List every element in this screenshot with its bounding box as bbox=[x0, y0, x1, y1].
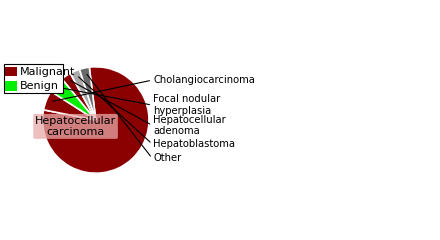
Wedge shape bbox=[44, 91, 96, 120]
Text: Benign: Benign bbox=[20, 81, 59, 91]
Wedge shape bbox=[43, 67, 149, 173]
Text: Hepatocellular
carcinoma: Hepatocellular carcinoma bbox=[35, 116, 116, 137]
Wedge shape bbox=[51, 79, 96, 120]
FancyBboxPatch shape bbox=[4, 64, 63, 93]
Text: Focal nodular
hyperplasia: Focal nodular hyperplasia bbox=[153, 94, 220, 116]
Text: Other: Other bbox=[153, 153, 181, 163]
Text: Cholangiocarcinoma: Cholangiocarcinoma bbox=[153, 75, 255, 85]
Wedge shape bbox=[70, 69, 96, 120]
Bar bbox=[5, 67, 17, 76]
Text: Hepatoblastoma: Hepatoblastoma bbox=[153, 139, 235, 149]
Bar bbox=[5, 81, 17, 91]
Text: Hepatocellular
adenoma: Hepatocellular adenoma bbox=[153, 114, 226, 136]
Text: Malignant: Malignant bbox=[20, 66, 76, 77]
Wedge shape bbox=[80, 67, 96, 120]
Wedge shape bbox=[62, 73, 96, 120]
